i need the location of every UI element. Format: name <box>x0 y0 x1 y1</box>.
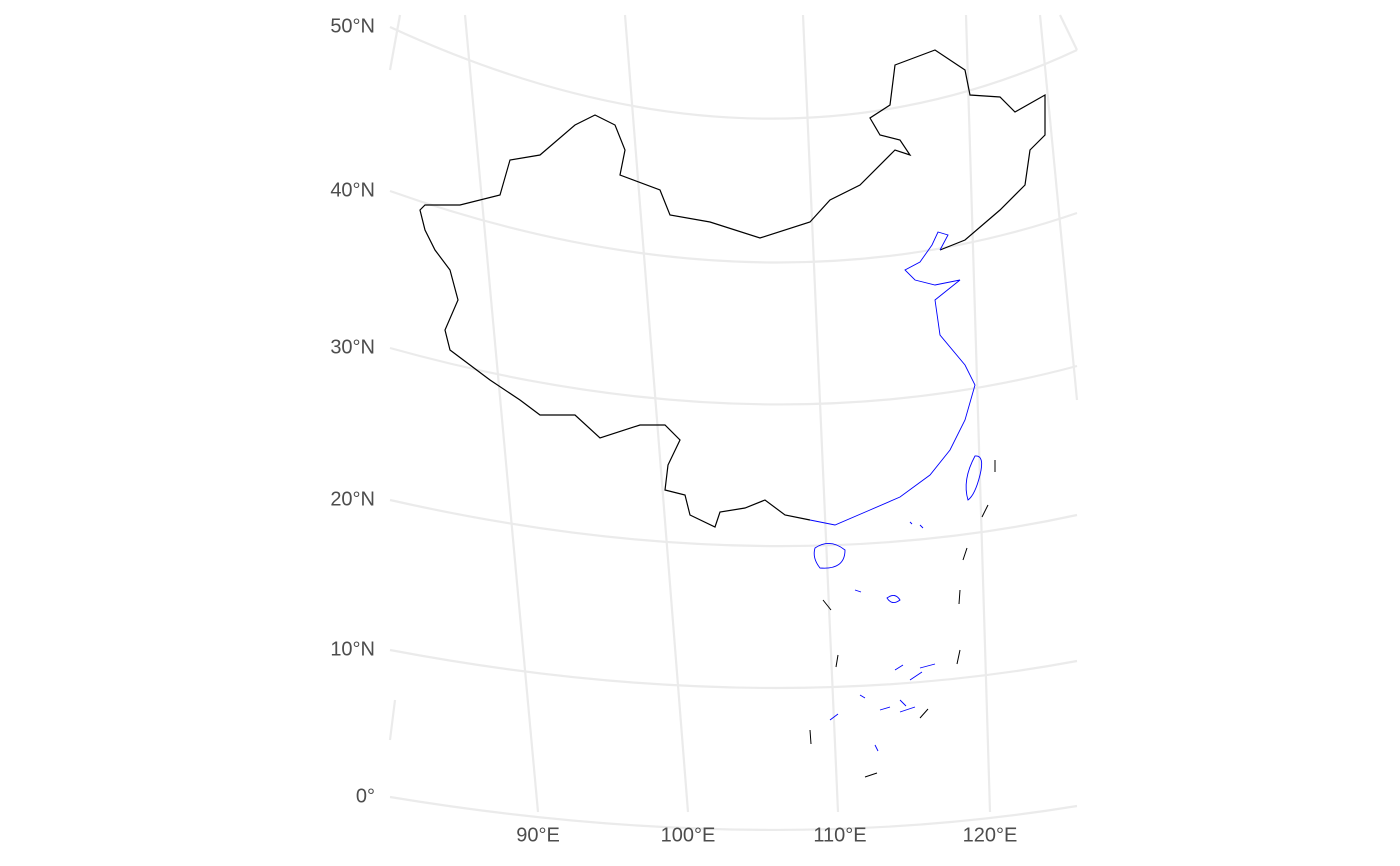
nine-dash-line <box>809 460 996 778</box>
lat-label: 0° <box>356 785 375 807</box>
lon-label: 100°E <box>661 824 716 846</box>
lat-label: 40°N <box>330 179 375 201</box>
longitude-labels: 90°E 100°E 110°E 120°E <box>516 824 1017 846</box>
china-outline <box>419 49 1046 752</box>
lon-label: 120°E <box>963 824 1018 846</box>
lat-label: 30°N <box>330 336 375 358</box>
lat-label: 50°N <box>330 15 375 37</box>
lat-label: 20°N <box>330 488 375 510</box>
lon-label: 110°E <box>813 824 866 846</box>
lat-label: 10°N <box>330 638 375 660</box>
latitude-labels: 50°N 40°N 30°N 20°N 10°N 0° <box>330 15 375 807</box>
lon-label: 90°E <box>516 824 560 846</box>
graticule <box>388 14 1079 832</box>
